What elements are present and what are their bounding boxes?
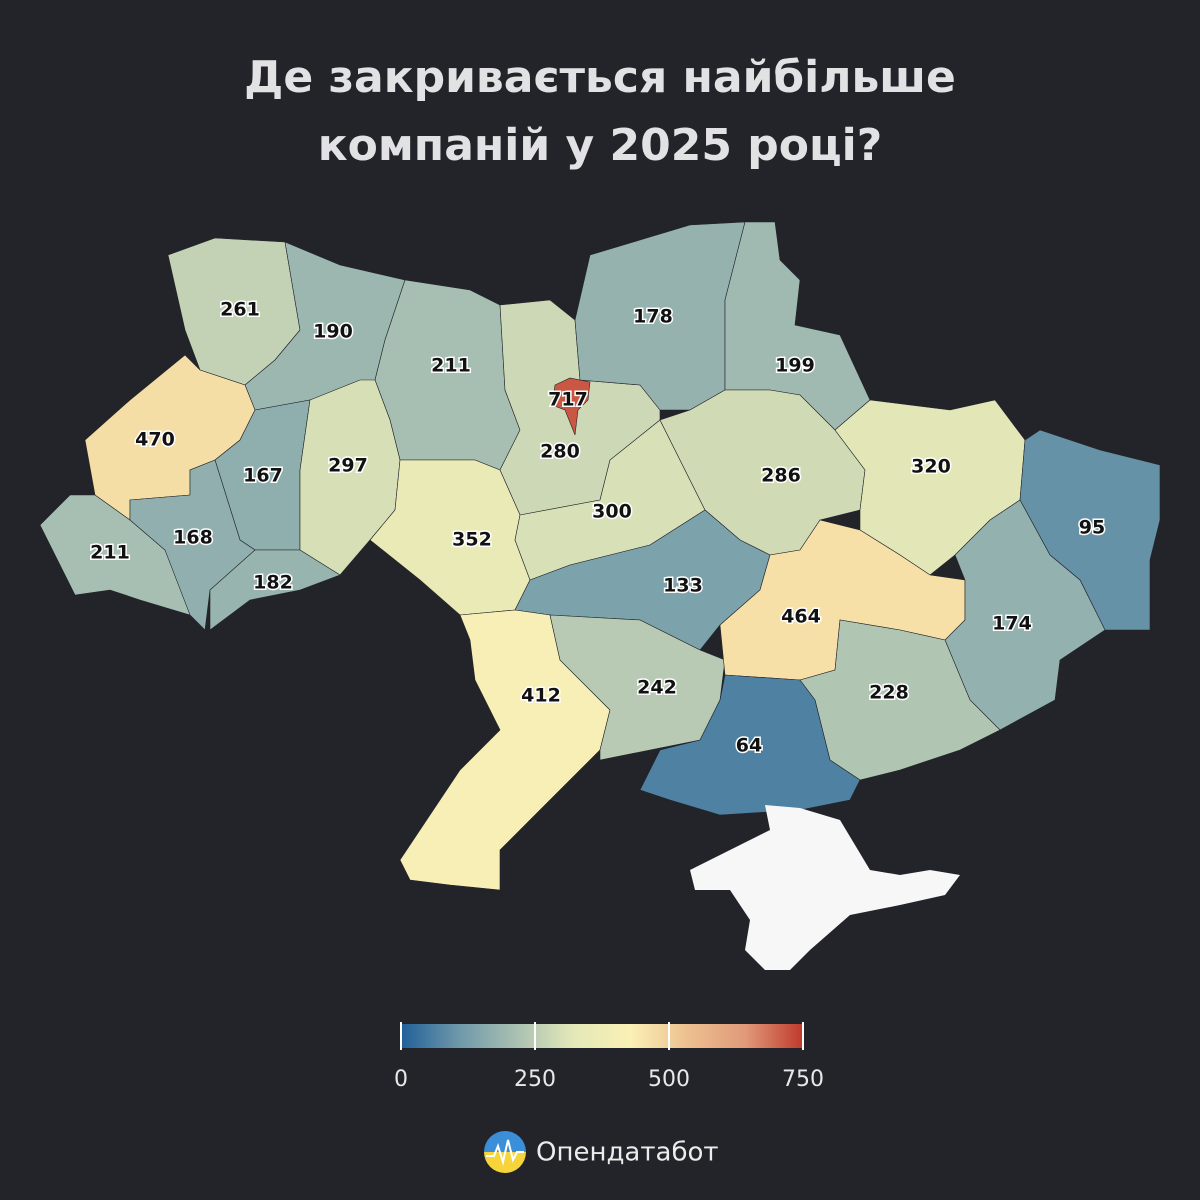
- region-value: 228: [869, 682, 909, 704]
- region: [639, 674, 861, 816]
- brand-name: Опендатабот: [536, 1138, 719, 1168]
- colorbar-ticks: 0 250 500 750: [394, 1022, 824, 1092]
- region-value: 297: [328, 455, 368, 477]
- region-value: 261: [220, 299, 260, 321]
- colorbar-tick-label: 0: [394, 1067, 408, 1092]
- region-value: 190: [313, 321, 353, 343]
- crimea: [690, 805, 960, 970]
- colorbar-tick-label: 500: [648, 1067, 690, 1092]
- region-value: 470: [135, 429, 175, 451]
- colorbar: [401, 1024, 803, 1048]
- regions: [39, 221, 1161, 891]
- region-value: 242: [637, 677, 677, 699]
- region-value: 167: [243, 465, 283, 487]
- region: [209, 549, 341, 631]
- region-value: 199: [775, 355, 815, 377]
- region-value: 95: [1079, 517, 1105, 539]
- region-value: 464: [781, 606, 821, 628]
- region: [551, 377, 591, 436]
- region-value: 211: [90, 542, 130, 564]
- region-value: 64: [736, 735, 762, 757]
- colorbar-tick-label: 750: [782, 1067, 824, 1092]
- value-labels: 261 190 211 280 717 178 199 470 167 297 352 300 286 3…: [89, 297, 1107, 758]
- region-value: 352: [452, 529, 492, 551]
- brand-logo-pulse: [486, 1139, 524, 1166]
- region-value: 133: [663, 575, 703, 597]
- region-value: 168: [173, 527, 213, 549]
- region-value: 174: [992, 613, 1032, 635]
- region-value: 286: [761, 465, 801, 487]
- region-value: 280: [540, 441, 580, 463]
- region-value: 211: [431, 355, 471, 377]
- region-value: 320: [911, 456, 951, 478]
- title-line: Де закривається найбільше: [244, 52, 956, 103]
- title-line: компаній у 2025 році?: [318, 120, 883, 171]
- region-value: 300: [592, 501, 632, 523]
- colorbar-tick-label: 250: [514, 1067, 556, 1092]
- region-value: 178: [633, 306, 673, 328]
- region: [944, 499, 1106, 731]
- region: [549, 614, 726, 761]
- region-value: 182: [253, 572, 293, 594]
- region-value: 412: [521, 685, 561, 707]
- region-value: 717: [548, 389, 588, 411]
